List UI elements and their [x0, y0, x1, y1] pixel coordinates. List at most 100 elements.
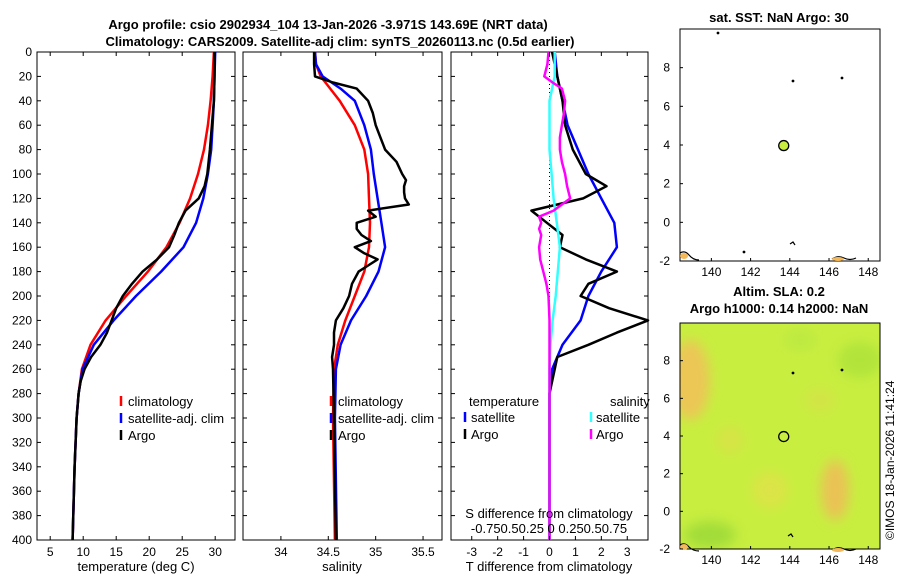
figure-title-line1: Argo profile: csio 2902934_104 13-Jan-20… — [108, 17, 547, 32]
salinity-line-satellite — [313, 51, 387, 541]
sst-map-coast-fill — [680, 253, 844, 261]
depth-ticklabel: 280 — [12, 387, 32, 401]
salinity-x-ticklabel: 35 — [369, 545, 383, 559]
sst-map-yticklabel: 8 — [663, 61, 670, 75]
temperature-x-ticklabel: 15 — [110, 545, 124, 559]
imos-timestamp: ©IMOS 18-Jan-2026 11:41:24 — [883, 380, 897, 540]
salinity-line-argo — [312, 52, 411, 541]
sla-map-xticklabel: 146 — [819, 553, 839, 567]
sla-map-panel: Altim. SLA: 0.2 Argo h1000: 0.14 h2000: … — [659, 284, 881, 567]
temperature-legend: climatology satellite-adj. clim Argo — [119, 394, 224, 443]
sla-map-yticklabel: -2 — [659, 542, 670, 556]
depth-ticklabel: 80 — [19, 143, 33, 157]
depth-ticklabel: 180 — [12, 265, 32, 279]
difference-x-ticklabel: 0 — [546, 545, 553, 559]
legend-t-argo: Argo — [471, 427, 498, 442]
figure-title-line2: Climatology: CARS2009. Satellite-adj cli… — [106, 34, 575, 49]
sla-map-yticklabel: 6 — [663, 391, 670, 405]
sst-map-yticklabel: -2 — [659, 254, 670, 268]
depth-ticklabel: 340 — [12, 460, 32, 474]
difference-x-ticklabel: 2 — [598, 545, 605, 559]
depth-ticklabel: 380 — [12, 509, 32, 523]
sst-map-xticklabel: 142 — [741, 265, 761, 279]
depth-ticklabel: 20 — [19, 69, 33, 83]
temperature-x-ticklabel: 25 — [176, 545, 190, 559]
salinity-x-ticklabel: 35.5 — [411, 545, 435, 559]
legend-argo: Argo — [128, 428, 155, 443]
salinity-axes — [242, 51, 443, 541]
salinity-x-ticklabel: 34.5 — [317, 545, 341, 559]
difference-x-ticklabel: -2 — [492, 545, 503, 559]
sla-map-xticklabel: 148 — [858, 553, 878, 567]
difference-x-ticklabel: -3 — [466, 545, 477, 559]
depth-ticklabel: 60 — [19, 118, 33, 132]
sst-map-panel: sat. SST: NaN Argo: 30 140 142 144 146 148 -… — [659, 10, 881, 279]
depth-ticklabel: 160 — [12, 240, 32, 254]
salinity-xlabel: salinity — [322, 559, 362, 574]
depth-ticklabel: 120 — [12, 191, 32, 205]
depth-ticklabel: 360 — [12, 484, 32, 498]
legend-climatology: climatology — [338, 394, 404, 409]
salinity-legend: climatology satellite-adj. clim Argo — [329, 394, 434, 443]
diff-line-t-argo — [530, 51, 650, 540]
sla-map-yticklabel: 0 — [663, 504, 670, 518]
legend-satellite: satellite-adj. clim — [338, 411, 434, 426]
legend-salinity-header: salinity — [610, 394, 650, 409]
difference-x-ticklabel: 3 — [624, 545, 631, 559]
difference-x-ticklabel: -1 — [518, 545, 529, 559]
sla-map-yticklabel: 8 — [663, 354, 670, 368]
sla-map-title-line2: Argo h1000: 0.14 h2000: NaN — [690, 301, 868, 316]
temperature-line-argo — [71, 52, 216, 541]
argo-float-marker — [778, 430, 790, 443]
diff-line-s-argo — [537, 51, 572, 540]
temperature-xlabel: temperature (deg C) — [77, 559, 194, 574]
legend-satellite: satellite-adj. clim — [128, 411, 224, 426]
legend-climatology: climatology — [128, 394, 194, 409]
argo-float-marker — [778, 139, 790, 152]
sla-map-title-line1: Altim. SLA: 0.2 — [733, 284, 825, 299]
sst-map-xticklabel: 146 — [819, 265, 839, 279]
depth-ticklabel: 220 — [12, 313, 32, 327]
salinity-x-ticklabel: 34 — [274, 545, 288, 559]
legend-s-argo: Argo — [596, 427, 623, 442]
depth-ticklabel: 240 — [12, 338, 32, 352]
sla-map-yticklabel: 4 — [663, 429, 670, 443]
sst-map-yticklabel: 2 — [663, 177, 670, 191]
legend-argo: Argo — [338, 428, 365, 443]
depth-ticklabel: 200 — [12, 289, 32, 303]
difference-x-ticklabel: 1 — [572, 545, 579, 559]
depth-ticklabel: 400 — [12, 533, 32, 547]
sla-map-xticklabel: 144 — [780, 553, 800, 567]
difference-panel: -3 -2 -1 0 1 2 3 T difference from climatology… — [450, 51, 650, 574]
legend-temperature-header: temperature — [469, 394, 539, 409]
sla-map-coastline — [679, 368, 857, 552]
difference-xlabel: T difference from climatology — [466, 559, 633, 574]
depth-ticklabel: 40 — [19, 94, 33, 108]
difference-legend: temperature salinity satellite Argo sate… — [463, 394, 650, 442]
sla-map-xticklabel: 140 — [701, 553, 721, 567]
depth-ticklabel: 140 — [12, 216, 32, 230]
temperature-x-ticklabel: 10 — [77, 545, 91, 559]
salinity-panel: 34 34.5 35 35.5 salinity climatology satell… — [242, 51, 443, 574]
sst-map-yticklabel: 4 — [663, 138, 670, 152]
depth-ticklabel: 320 — [12, 435, 32, 449]
s-difference-axis-label: S difference from climatology — [465, 506, 633, 521]
legend-t-satellite: satellite — [471, 410, 515, 425]
sst-map-xticklabel: 148 — [858, 265, 878, 279]
s-difference-ticklabels: -0.750.50.25 0 0.250.50.75 — [471, 521, 627, 536]
sst-map-xticklabel: 140 — [701, 265, 721, 279]
sst-map-title: sat. SST: NaN Argo: 30 — [709, 10, 849, 25]
sst-map-yticklabel: 0 — [663, 215, 670, 229]
legend-s-satellite: satellite — [596, 410, 640, 425]
temperature-x-ticklabel: 20 — [143, 545, 157, 559]
sst-map-xticklabel: 144 — [780, 265, 800, 279]
temperature-x-ticklabel: 5 — [47, 545, 54, 559]
temperature-x-ticklabel: 30 — [209, 545, 223, 559]
temperature-panel: 5 10 15 20 25 30 0 20 40 60 80 100 120 140 160 180 200 2… — [12, 45, 236, 574]
depth-ticklabel: 300 — [12, 411, 32, 425]
depth-ticklabel: 0 — [25, 45, 32, 59]
sst-map-yticklabel: 6 — [663, 99, 670, 113]
sla-map-xticklabel: 142 — [741, 553, 761, 567]
depth-ticklabel: 100 — [12, 167, 32, 181]
